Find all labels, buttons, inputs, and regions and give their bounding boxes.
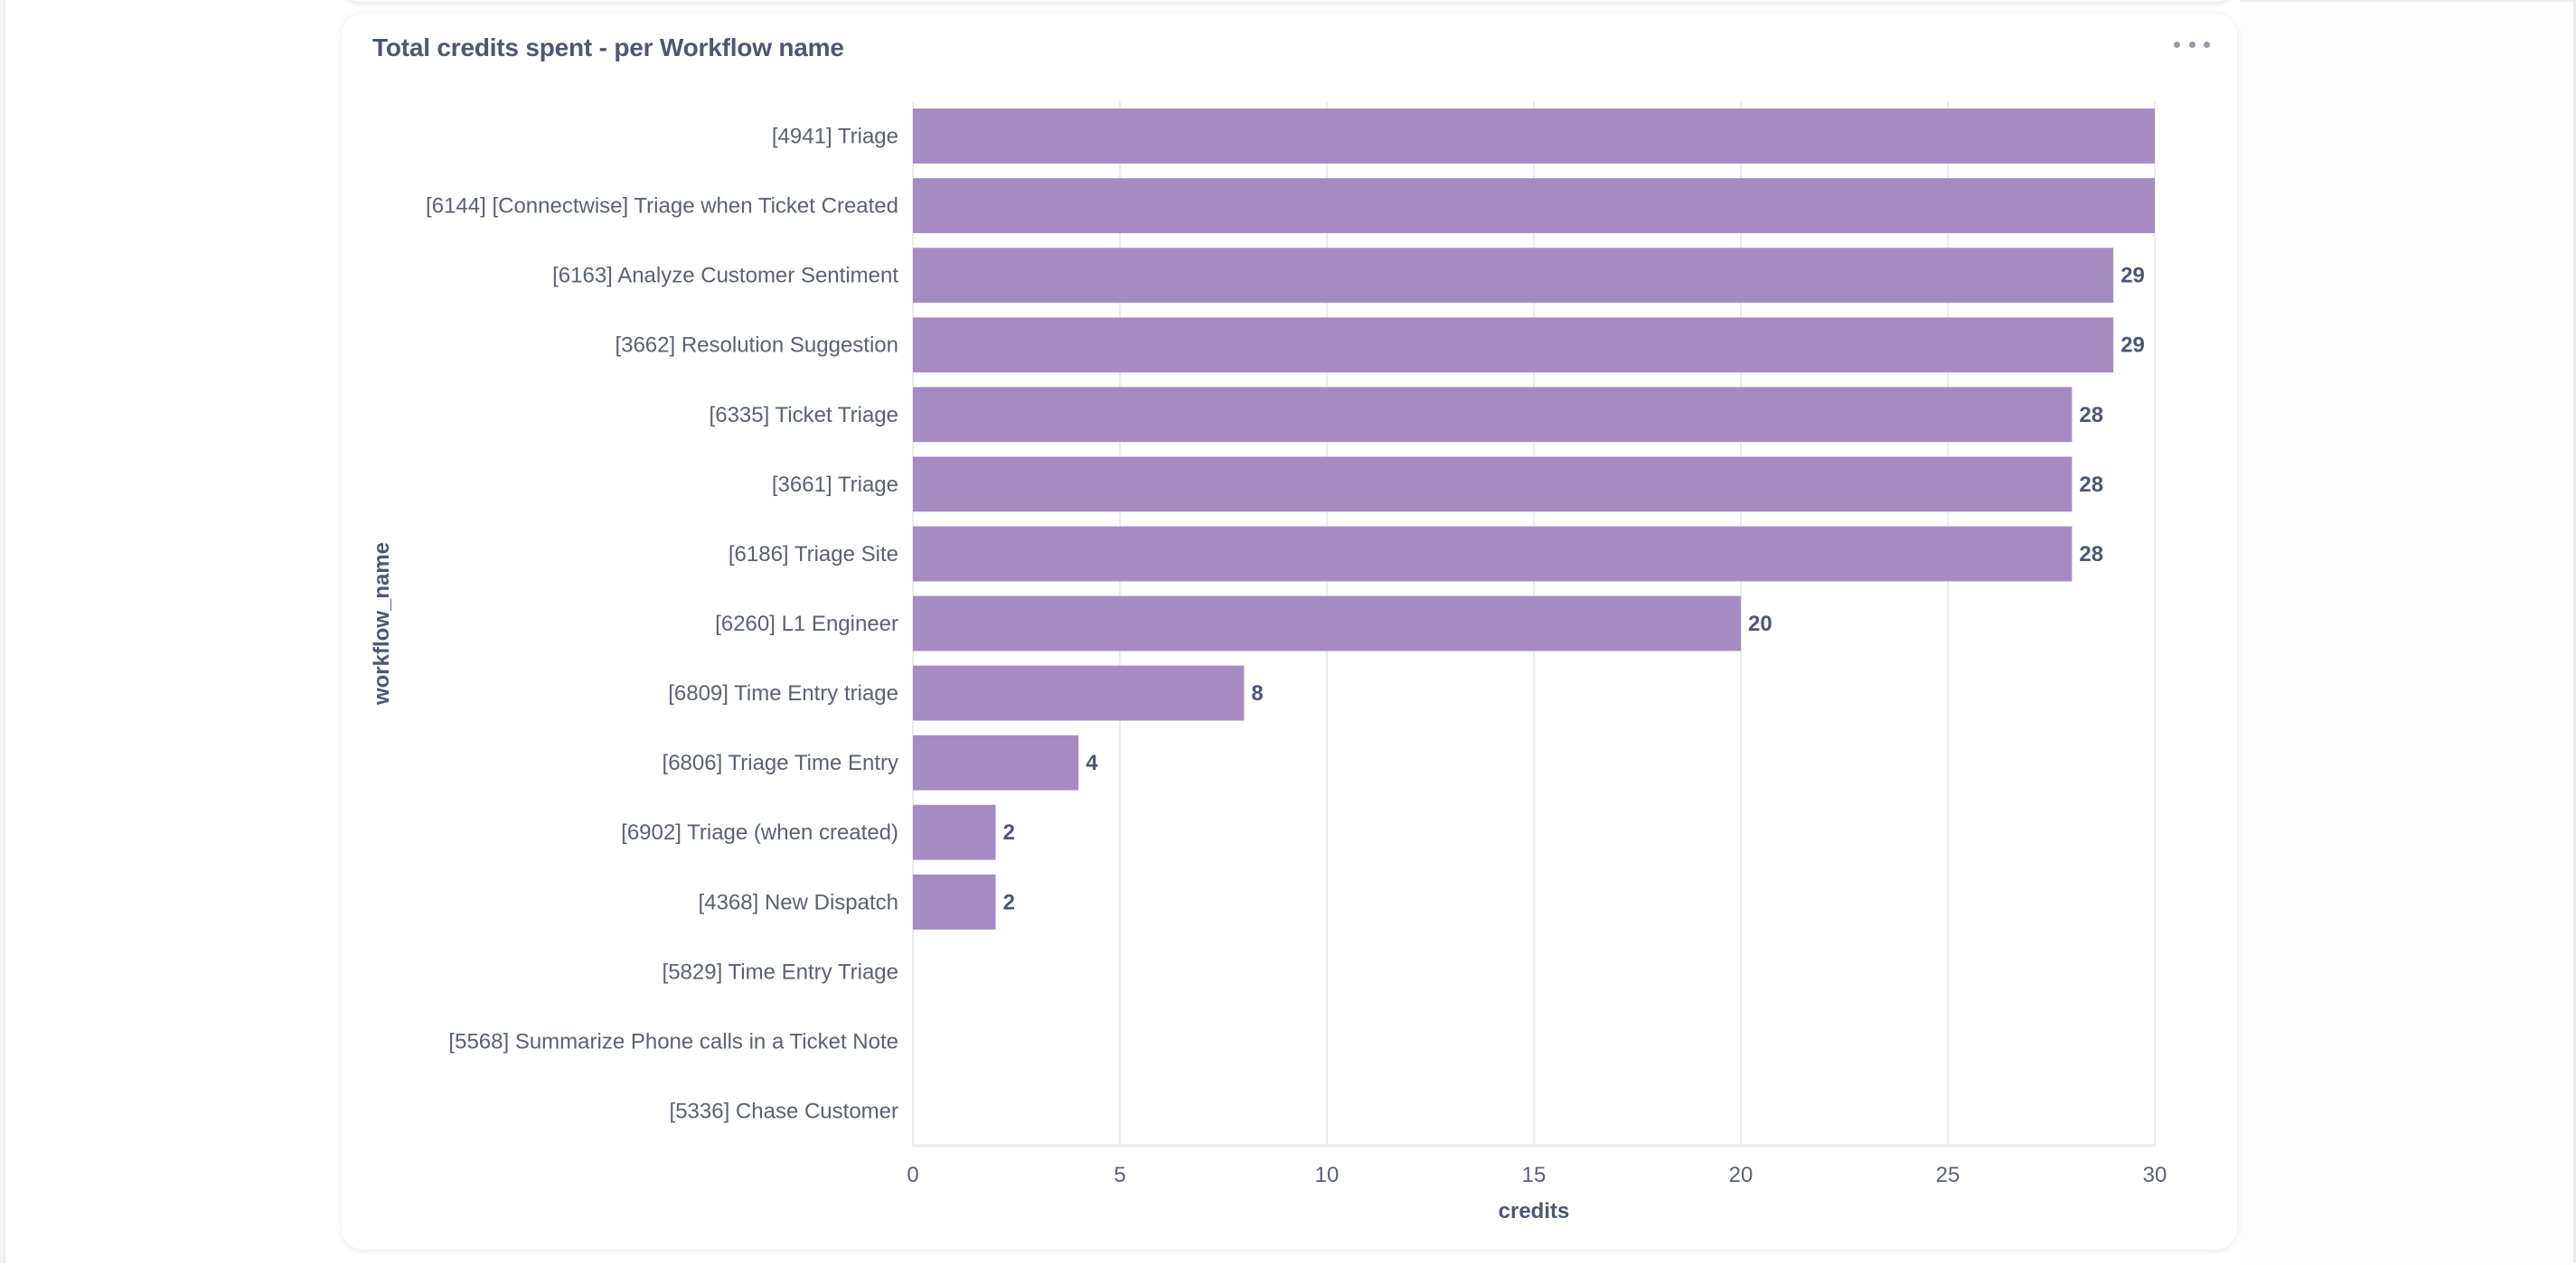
- more-horizontal-icon-dot: [2204, 41, 2210, 48]
- scrollbar-track[interactable]: [2573, 0, 2576, 1263]
- category-label: [4368] New Dispatch: [699, 890, 898, 914]
- more-horizontal-icon-dot: [2188, 41, 2195, 48]
- y-axis-title: workflow_name: [370, 542, 394, 706]
- category-label: [6163] Analyze Customer Sentiment: [552, 264, 898, 288]
- x-tick-label: 15: [1522, 1163, 1547, 1187]
- bar[interactable]: [913, 595, 1741, 651]
- more-horizontal-icon: [2174, 41, 2180, 48]
- category-label: [4941] Triage: [772, 125, 898, 149]
- bar[interactable]: [913, 874, 996, 930]
- value-label: 29: [2120, 333, 2145, 358]
- bar[interactable]: [913, 178, 2155, 234]
- x-axis-title: credits: [1499, 1199, 1570, 1223]
- category-label: [3662] Resolution Suggestion: [615, 333, 898, 358]
- left-border: [0, 0, 5, 1263]
- category-label: [3661] Triage: [772, 473, 898, 497]
- category-label: [6260] L1 Engineer: [715, 612, 898, 636]
- category-label: [6806] Triage Time Entry: [663, 751, 898, 775]
- bar[interactable]: [913, 804, 996, 860]
- category-label: [6335] Ticket Triage: [710, 403, 898, 427]
- value-label: 2: [1003, 890, 1015, 914]
- category-label: [6809] Time Entry triage: [668, 681, 898, 706]
- x-tick-label: 20: [1729, 1163, 1753, 1187]
- x-tick-label: 5: [1114, 1163, 1125, 1187]
- x-tick-label: 30: [2143, 1163, 2167, 1187]
- x-tick-label: 10: [1315, 1163, 1340, 1187]
- bar[interactable]: [913, 526, 2073, 582]
- x-tick-label: 0: [907, 1163, 918, 1187]
- card-title: Total credits spent - per Workflow name: [372, 33, 844, 61]
- category-label: [5568] Summarize Phone calls in a Ticket…: [448, 1029, 898, 1054]
- category-labels: [4941] Triage [6144] [Connectwise] Triage…: [426, 125, 898, 1124]
- bar[interactable]: [913, 735, 1079, 791]
- value-labels: 29 29 28 28 28 20 8 4 2 2: [1003, 264, 2145, 915]
- bar[interactable]: [913, 387, 2073, 443]
- value-label: 20: [1748, 612, 1772, 636]
- category-label: [5336] Chase Customer: [670, 1099, 898, 1123]
- bar[interactable]: [913, 108, 2155, 164]
- bar[interactable]: [913, 665, 1245, 721]
- bar[interactable]: [913, 317, 2114, 373]
- right-panel: [2240, 0, 2573, 1265]
- bar-chart: [4941] Triage [6144] [Connectwise] Triage…: [370, 101, 2167, 1223]
- value-label: 4: [1086, 751, 1098, 775]
- x-tick-label: 25: [1936, 1163, 1960, 1187]
- bars: [913, 108, 2155, 930]
- previous-card-edge: [343, 0, 2233, 2]
- value-label: 28: [2079, 473, 2103, 497]
- value-label: 2: [1003, 820, 1015, 845]
- category-label: [6186] Triage Site: [729, 542, 898, 567]
- more-options-button[interactable]: [2174, 33, 2210, 55]
- category-label: [6902] Triage (when created): [621, 820, 898, 845]
- bar[interactable]: [913, 248, 2114, 304]
- x-tick-labels: 0 5 10 15 20 25 30: [907, 1163, 2167, 1187]
- category-label: [6144] [Connectwise] Triage when Ticket …: [426, 194, 898, 219]
- value-label: 29: [2120, 264, 2145, 288]
- category-label: [5829] Time Entry Triage: [663, 960, 898, 984]
- value-label: 8: [1251, 681, 1263, 706]
- value-label: 28: [2079, 403, 2103, 427]
- value-label: 28: [2079, 542, 2103, 567]
- bar[interactable]: [913, 456, 2073, 512]
- chart-card: Total credits spent - per Workflow name …: [342, 14, 2237, 1250]
